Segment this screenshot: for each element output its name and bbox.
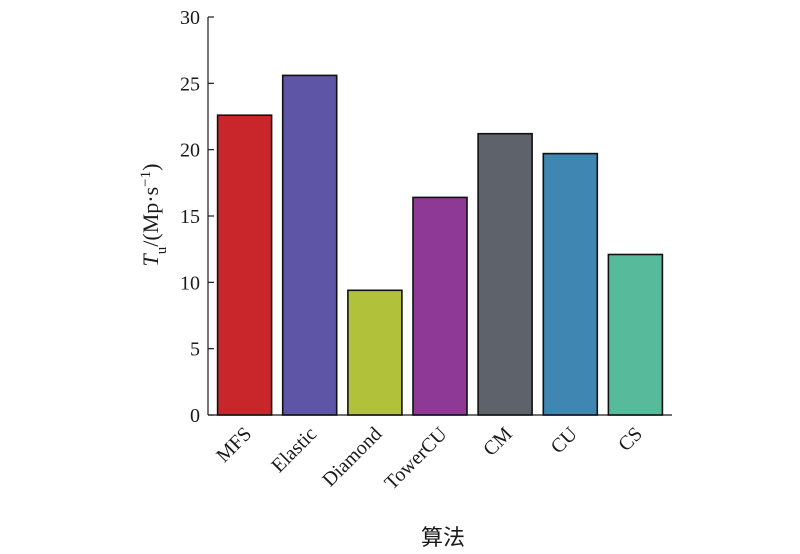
y-tick-label: 10 (180, 272, 200, 294)
y-axis-title-subscript: u (154, 246, 170, 254)
y-tick-label: 0 (190, 405, 200, 427)
x-tick-label: MFS (212, 423, 256, 467)
y-tick-label: 5 (190, 339, 200, 361)
bar-mfs (216, 114, 273, 416)
bar-cm (477, 132, 533, 416)
bar-towercu (412, 196, 468, 416)
bar-diamond (347, 289, 403, 416)
bar-elastic (281, 74, 338, 416)
x-tick-label: CS (614, 423, 647, 456)
x-tick-label: CM (479, 423, 517, 461)
x-tick-label: Elastic (267, 423, 321, 477)
x-axis-title: 算法 (421, 526, 465, 551)
y-tick-label: 30 (180, 7, 200, 29)
y-axis-title-superscript: −1 (138, 171, 154, 187)
bar-cu (542, 152, 599, 416)
y-axis-title-rest: /(Mp·s (138, 187, 163, 247)
bars (216, 74, 664, 416)
y-tick-label: 25 (180, 73, 200, 95)
y-axis-title: Tu/(Mp·s−1) (138, 164, 170, 267)
x-tick-label: Diamond (318, 423, 386, 491)
x-tick-label: CU (547, 423, 583, 459)
y-axis-title-close: ) (138, 164, 163, 171)
y-tick-label: 15 (180, 206, 200, 228)
x-tick-label: TowerCU (380, 423, 452, 495)
bar-cs (607, 253, 664, 416)
y-tick-label: 20 (180, 140, 200, 162)
y-axis-title-main: T (138, 252, 163, 266)
